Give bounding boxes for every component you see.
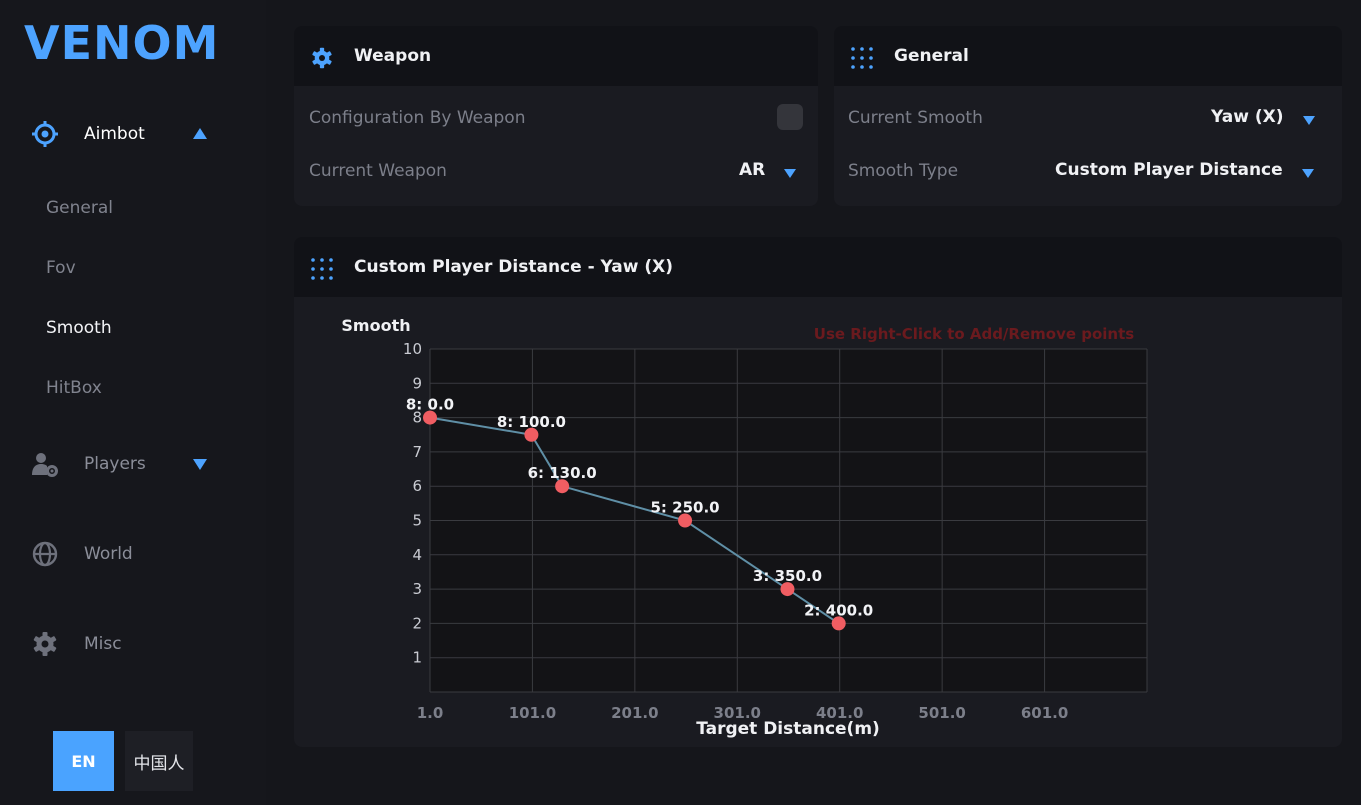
y-tick-label: 7 [412, 443, 422, 461]
y-tick-label: 2 [412, 614, 422, 632]
sub-item-fov[interactable]: Fov [46, 258, 76, 278]
sub-item-hitbox[interactable]: HitBox [46, 378, 102, 398]
chart-panel: Custom Player Distance - Yaw (X) 1.0 101.… [294, 237, 1342, 747]
nav-aimbot-label: Aimbot [84, 124, 145, 144]
x-tick-label: 501.0 [918, 704, 965, 722]
chevron-down-icon [1301, 164, 1315, 178]
y-tick-label: 10 [403, 340, 422, 358]
data-point-label: 6: 130.0 [528, 464, 597, 482]
sub-item-general[interactable]: General [46, 198, 113, 218]
series-line [429, 416, 840, 625]
weapon-panel-header: Weapon [294, 26, 818, 86]
data-point [423, 410, 437, 425]
lang-cn-button[interactable]: 中国人 [125, 731, 193, 791]
chart-hint: Use Right-Click to Add/Remove points [814, 325, 1135, 343]
nav-players-label: Players [84, 454, 146, 474]
nav-world-label: World [84, 544, 133, 564]
x-tick-label: 601.0 [1021, 704, 1068, 722]
x-tick-label: 101.0 [509, 704, 556, 722]
x-tick-label: 401.0 [816, 704, 863, 722]
globe-icon [30, 539, 60, 569]
data-point [831, 616, 846, 631]
config-by-weapon-checkbox[interactable] [777, 104, 803, 130]
current-smooth-dropdown[interactable]: Yaw (X) [1211, 107, 1316, 127]
dots-grid-icon [310, 257, 334, 281]
chevron-down-icon [783, 164, 797, 178]
sub-item-smooth[interactable]: Smooth [46, 318, 112, 338]
chart-panel-title: Custom Player Distance - Yaw (X) [354, 257, 674, 277]
general-panel-title: General [894, 46, 969, 66]
weapon-panel-title: Weapon [354, 46, 432, 66]
x-tick-label: 201.0 [611, 704, 658, 722]
gear-icon [30, 629, 60, 659]
y-tick-label: 1 [412, 649, 422, 667]
data-point-label: 5: 250.0 [650, 499, 719, 517]
chart-grid [429, 348, 1148, 693]
data-point-label: 8: 100.0 [497, 413, 566, 431]
chevron-down-icon [192, 456, 208, 470]
x-tick-label: 1.0 [417, 704, 444, 722]
config-by-weapon-label: Configuration By Weapon [309, 108, 526, 128]
current-weapon-label: Current Weapon [309, 161, 447, 181]
weapon-panel: Weapon Configuration By Weapon Current W… [294, 26, 818, 206]
current-smooth-value: Yaw (X) [1211, 107, 1284, 127]
weapon-dropdown-value: AR [739, 160, 766, 180]
weapon-panel-body: Configuration By Weapon Current Weapon A… [294, 86, 818, 206]
nav-misc-label: Misc [84, 634, 122, 654]
nav-world[interactable]: World [30, 536, 230, 572]
nav-misc[interactable]: Misc [30, 626, 230, 662]
nav-aimbot[interactable]: Aimbot [30, 116, 230, 152]
y-tick-label: 6 [412, 477, 422, 495]
chevron-down-icon [1302, 111, 1316, 125]
players-gear-icon [30, 449, 60, 479]
data-point [524, 427, 539, 442]
smooth-type-dropdown[interactable]: Custom Player Distance [1055, 160, 1315, 180]
data-point [678, 513, 693, 528]
data-point [780, 582, 795, 597]
lang-en-button[interactable]: EN [53, 731, 114, 791]
smooth-type-value: Custom Player Distance [1055, 160, 1283, 180]
y-tick-label: 5 [412, 512, 422, 530]
weapon-dropdown[interactable]: AR [739, 160, 797, 180]
chart-axes: 1.0 101.0 201.0 301.0 401.0 501.0 601.0 1 2 3 4 5 6 7… [403, 340, 1068, 722]
y-tick-label: 3 [412, 580, 422, 598]
x-axis-label: Target Distance(m) [696, 719, 880, 739]
chevron-up-icon [192, 126, 208, 140]
data-point [555, 479, 570, 494]
y-tick-label: 8 [412, 409, 422, 427]
chart-points: 8: 0.0 8: 100.0 6: 130.0 5: 250.0 3: 350.0 2:… [406, 396, 873, 631]
general-panel: General Current Smooth Yaw (X) Smooth Ty… [834, 26, 1342, 206]
x-tick-label: 301.0 [714, 704, 761, 722]
current-smooth-label: Current Smooth [848, 108, 983, 128]
general-panel-header: General [834, 26, 1342, 86]
data-point-label: 8: 0.0 [406, 396, 454, 414]
y-tick-label: 4 [412, 546, 422, 564]
smooth-distance-chart[interactable]: 1.0 101.0 201.0 301.0 401.0 501.0 601.0 1 2 3 4 5 6 7… [294, 237, 1342, 747]
app-logo: VENOM [24, 16, 220, 70]
y-tick-label: 9 [412, 374, 422, 392]
gear-icon [310, 46, 334, 70]
y-axis-label: Smooth [341, 316, 410, 335]
chart-panel-header: Custom Player Distance - Yaw (X) [294, 237, 1342, 297]
data-point-label: 2: 400.0 [804, 601, 873, 619]
nav-players[interactable]: Players [30, 446, 230, 482]
crosshair-icon [30, 119, 60, 149]
sidebar: VENOM Aimbot General Fov Smooth HitBox [0, 0, 266, 805]
dots-grid-icon [850, 46, 874, 70]
data-point-label: 3: 350.0 [753, 567, 822, 585]
smooth-type-label: Smooth Type [848, 161, 959, 181]
general-panel-body: Current Smooth Yaw (X) Smooth Type Custo… [834, 86, 1342, 206]
